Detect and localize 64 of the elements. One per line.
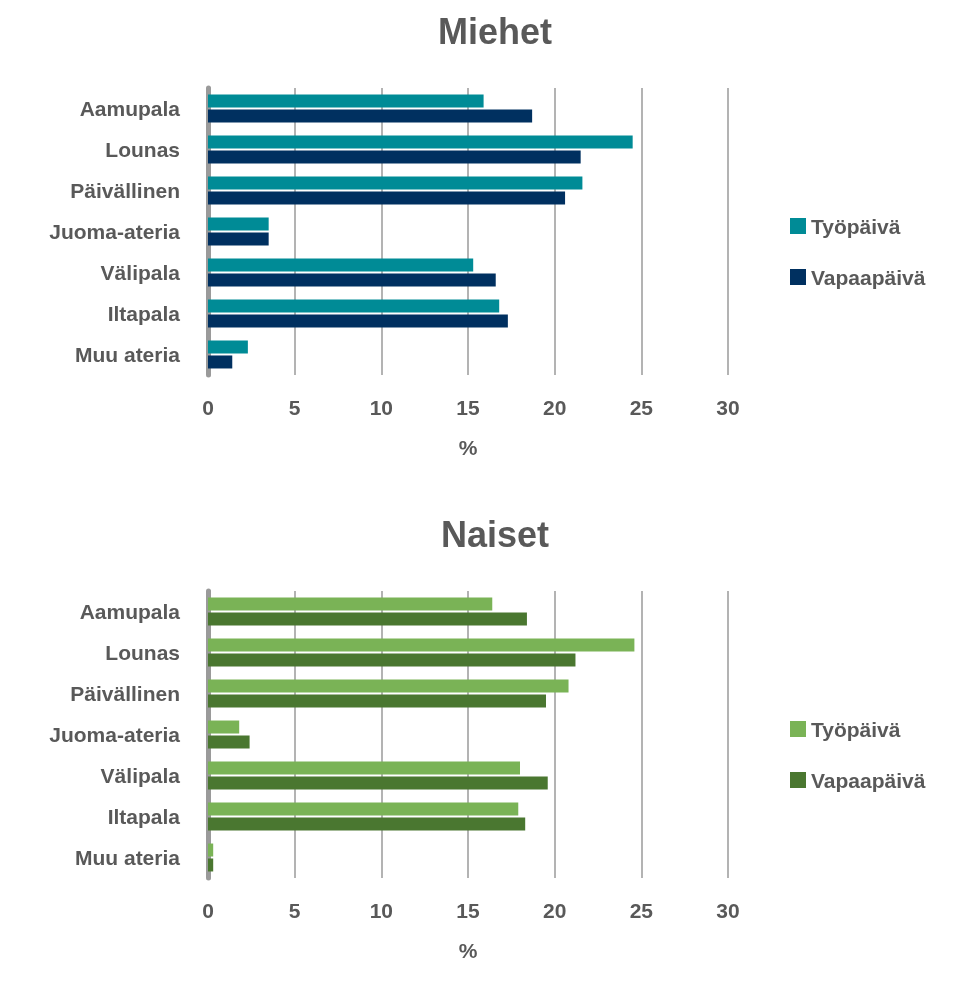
x-tick-label: 30 [716,396,740,419]
bar [208,638,635,652]
bar [208,299,500,313]
x-tick-label: 25 [629,396,654,419]
y-tick-label: Välipala [100,764,181,787]
chart-title: Miehet [437,10,553,52]
bar [208,273,496,287]
bar [208,858,214,872]
bar [208,94,484,108]
bar [208,135,633,149]
x-axis-title: % [458,436,478,459]
x-tick-label: 25 [629,899,654,922]
bar [208,191,566,205]
bar [208,843,214,857]
x-tick-label: 5 [288,396,301,419]
x-tick-label: 20 [542,396,567,419]
bar [208,258,474,272]
bar [208,694,546,708]
legend-label: Vapaapäivä [811,768,926,792]
bar [208,217,269,231]
legend-label: Työpäivä [811,717,901,741]
y-tick-label: Juoma-ateria [49,723,181,746]
bar [208,776,548,790]
y-tick-label: Aamupala [79,97,181,120]
bar [208,817,526,831]
bar [208,720,240,734]
bar [208,761,520,775]
y-tick-label: Juoma-ateria [49,220,181,243]
bar [208,150,581,164]
y-tick-label: Päivällinen [70,682,180,705]
y-tick-label: Iltapala [107,302,181,325]
bar [208,679,569,693]
x-tick-label: 15 [456,899,480,922]
x-tick-label: 10 [369,396,394,419]
y-tick-label: Lounas [105,138,180,161]
bar [208,232,269,246]
bar [208,802,519,816]
bar [208,314,508,328]
legend-label: Työpäivä [811,214,901,238]
x-tick-label: 0 [202,899,214,922]
x-tick-label: 20 [542,899,567,922]
y-tick-label: Lounas [105,641,180,664]
y-tick-label: Päivällinen [70,179,180,202]
chart-title: Naiset [440,513,550,555]
bar [208,653,576,667]
x-tick-label: 5 [288,899,301,922]
y-tick-label: Iltapala [107,805,181,828]
y-tick-label: Muu ateria [74,343,181,366]
bar [208,176,583,190]
x-tick-label: 15 [456,396,480,419]
legend-label: Vapaapäivä [811,265,926,289]
bar [208,735,250,749]
bar [208,340,248,354]
y-tick-label: Välipala [100,261,181,284]
x-axis-title: % [458,939,478,962]
bar [208,355,233,369]
y-tick-label: Aamupala [79,600,181,623]
x-tick-label: 10 [369,899,394,922]
bar [208,109,533,123]
x-tick-label: 30 [716,899,740,922]
y-tick-label: Muu ateria [74,846,181,869]
bar [208,612,527,626]
bar [208,597,493,611]
x-tick-label: 0 [202,396,214,419]
